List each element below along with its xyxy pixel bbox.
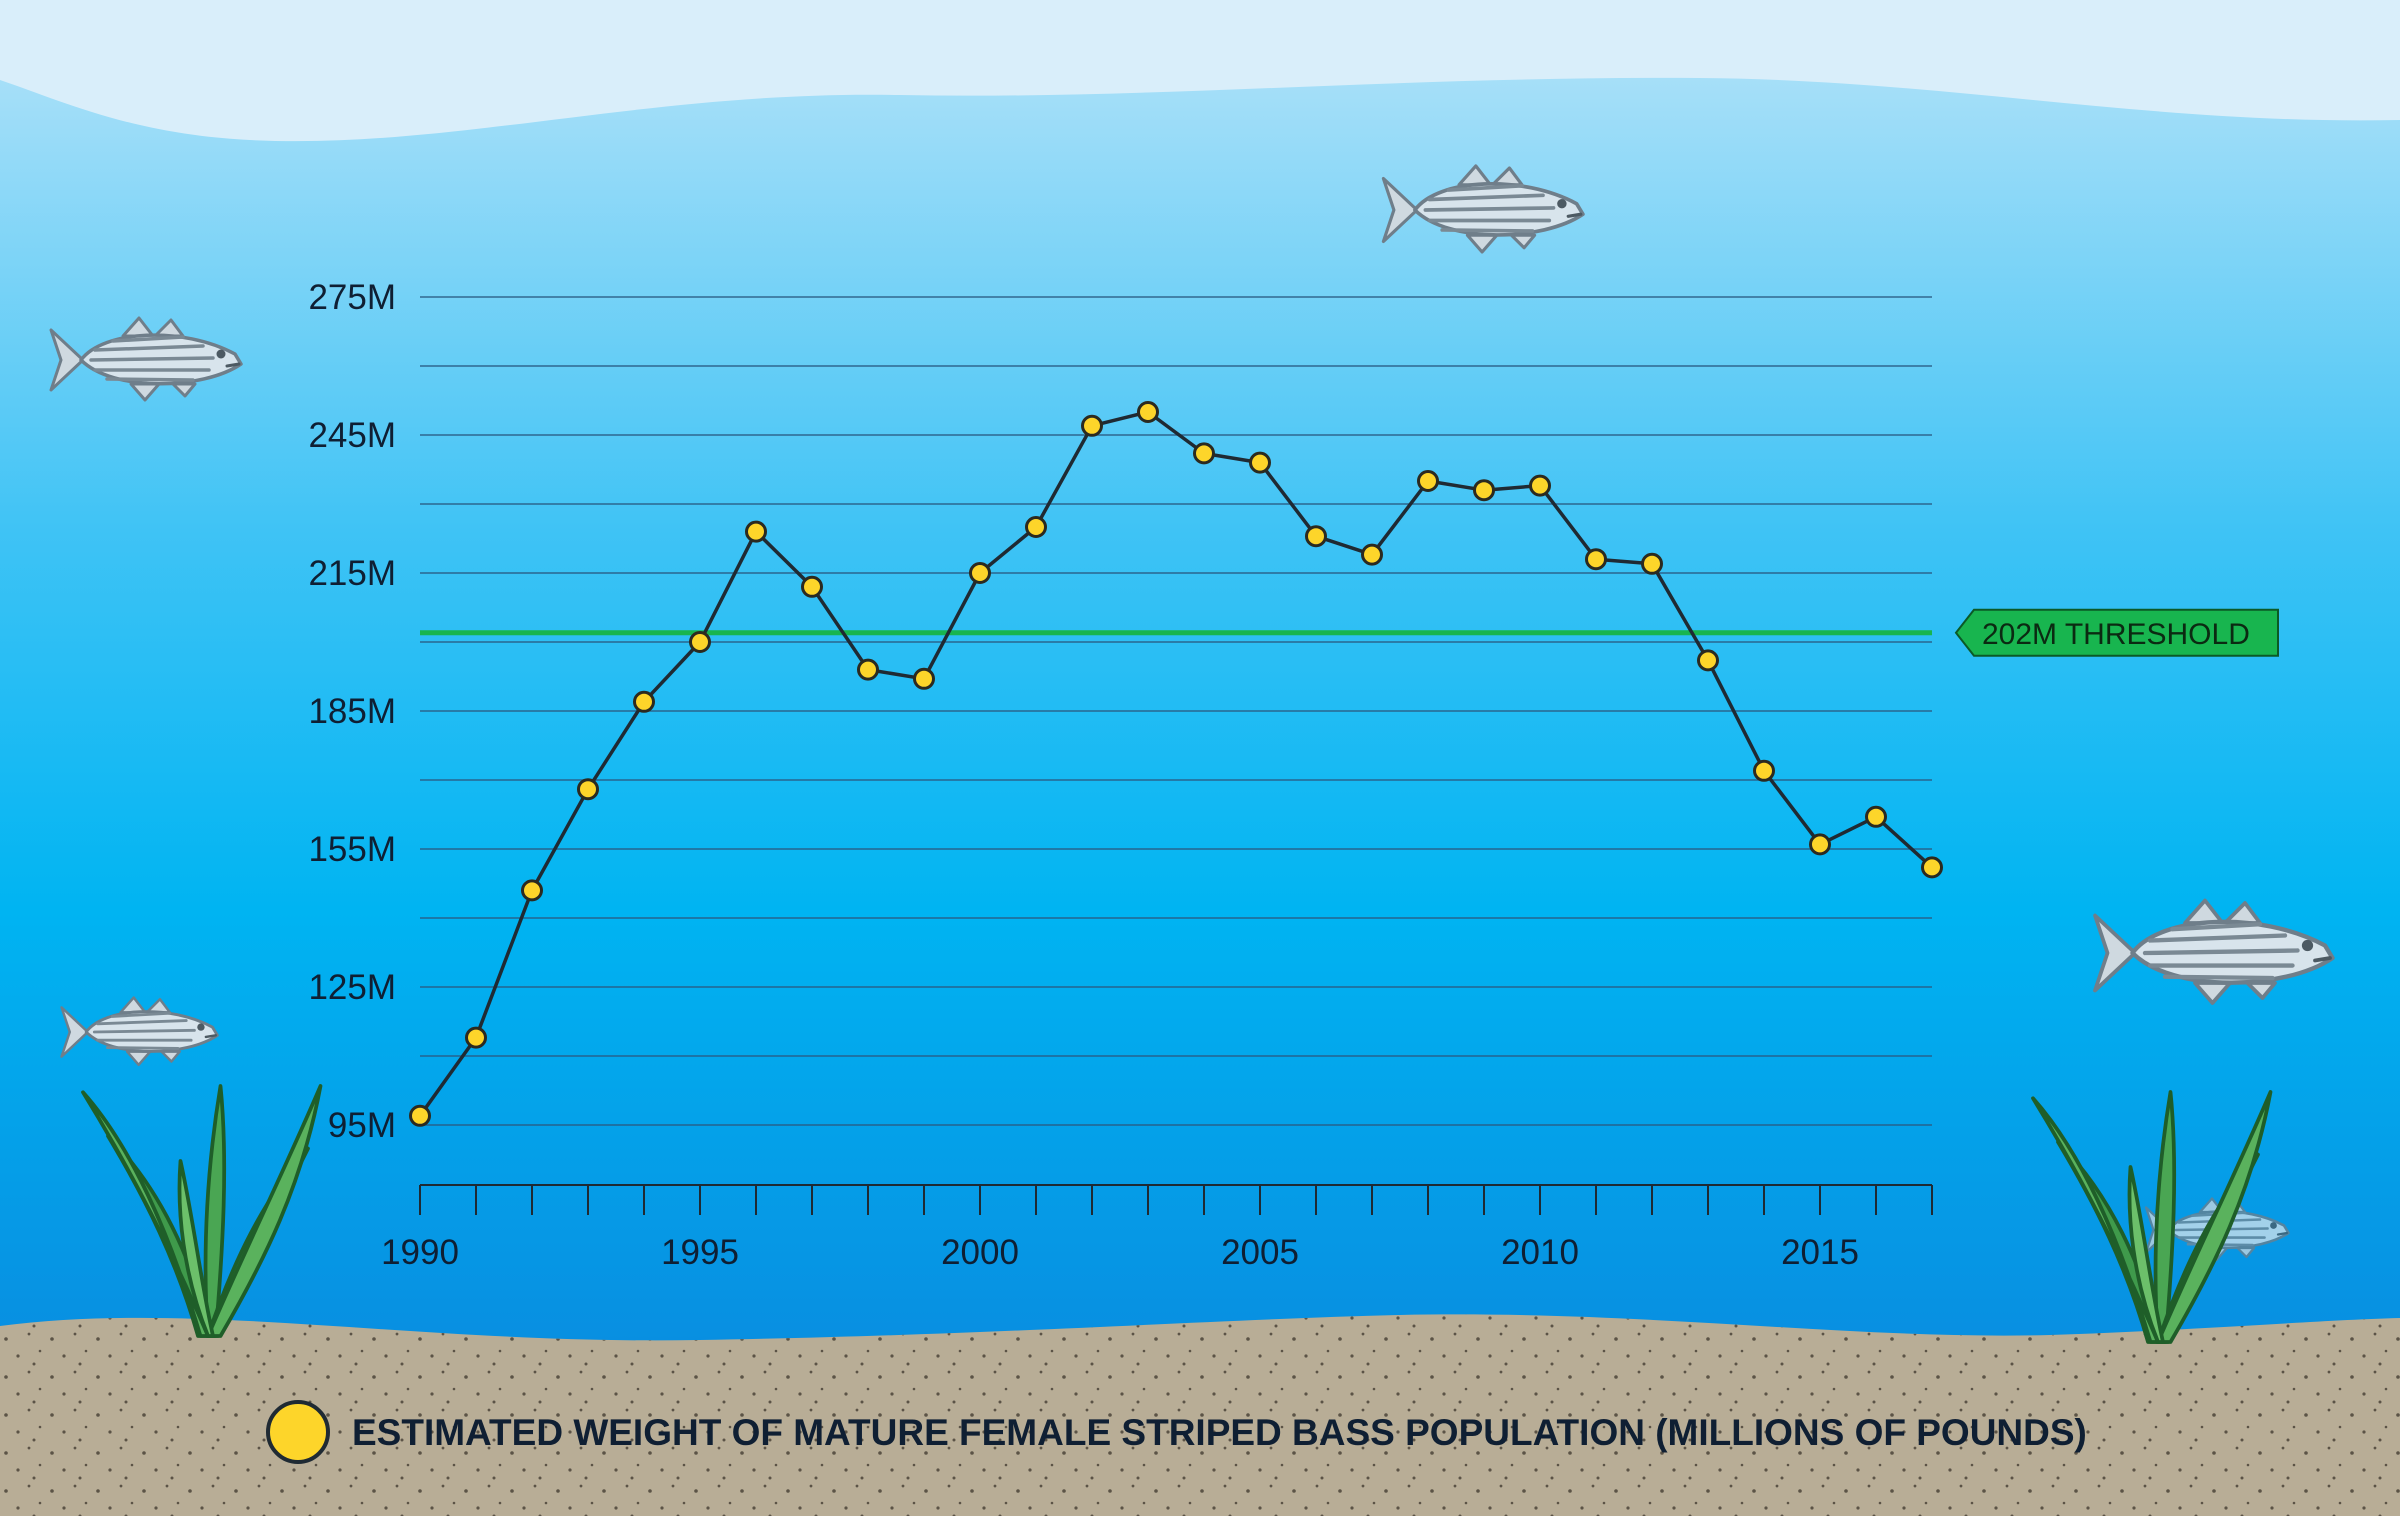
y-tick-label: 245M <box>308 416 396 455</box>
data-point <box>1137 401 1159 423</box>
data-point <box>1193 442 1215 465</box>
data-point <box>745 520 767 543</box>
data-point <box>913 667 935 690</box>
data-point <box>857 658 879 681</box>
legend: ESTIMATED WEIGHT OF MATURE FEMALE STRIPE… <box>266 1400 2087 1464</box>
sand-texture <box>0 1314 2400 1516</box>
x-tick-label: 2000 <box>941 1233 1019 1272</box>
y-axis-labels: 95M 125M 155M 185M 215M 245M 275M <box>308 278 396 1145</box>
data-point <box>1417 470 1439 492</box>
data-point <box>633 690 655 713</box>
x-tick-label: 1995 <box>661 1233 739 1272</box>
data-point <box>1753 759 1775 782</box>
data-point <box>1473 479 1495 502</box>
x-tick-label: 2005 <box>1221 1233 1299 1272</box>
data-point <box>521 879 543 902</box>
threshold-annotation: 202M THRESHOLD <box>420 608 2279 657</box>
x-tick-label: 1990 <box>381 1233 459 1272</box>
data-point <box>689 631 711 653</box>
data-point <box>969 562 991 584</box>
grid-lines <box>420 296 1932 1126</box>
data-point <box>577 778 599 801</box>
legend-label: ESTIMATED WEIGHT OF MATURE FEMALE STRIPE… <box>352 1412 2087 1453</box>
data-point <box>1361 543 1383 566</box>
data-points <box>409 401 1943 1127</box>
data-point <box>409 1104 431 1127</box>
y-tick-label: 125M <box>308 968 396 1007</box>
y-tick-label: 275M <box>308 278 396 317</box>
data-point <box>801 575 823 598</box>
data-point <box>1249 451 1271 474</box>
data-point <box>1697 649 1719 672</box>
series-line <box>418 410 1934 1117</box>
y-tick-label: 185M <box>308 692 396 731</box>
y-tick-label: 215M <box>308 554 396 593</box>
threshold-label: 202M THRESHOLD <box>1982 618 2250 651</box>
sky-band <box>0 0 2400 142</box>
data-point <box>1529 474 1551 497</box>
x-tick-label: 2010 <box>1501 1233 1579 1272</box>
data-point <box>1305 525 1327 548</box>
threshold-badge <box>1954 608 2279 657</box>
y-tick-label: 95M <box>328 1106 396 1145</box>
legend-marker <box>266 1400 330 1464</box>
data-point <box>1641 552 1663 575</box>
data-point <box>1809 833 1831 856</box>
x-tick-label: 2015 <box>1781 1233 1859 1272</box>
data-point <box>1081 414 1103 437</box>
data-point <box>1025 516 1047 538</box>
data-point <box>1865 805 1887 828</box>
data-point <box>465 1026 487 1049</box>
data-point <box>1585 548 1607 571</box>
data-point <box>1921 856 1943 879</box>
y-tick-label: 155M <box>308 830 396 869</box>
x-axis: 1990 1995 2000 2005 2010 2015 <box>381 1184 1933 1272</box>
